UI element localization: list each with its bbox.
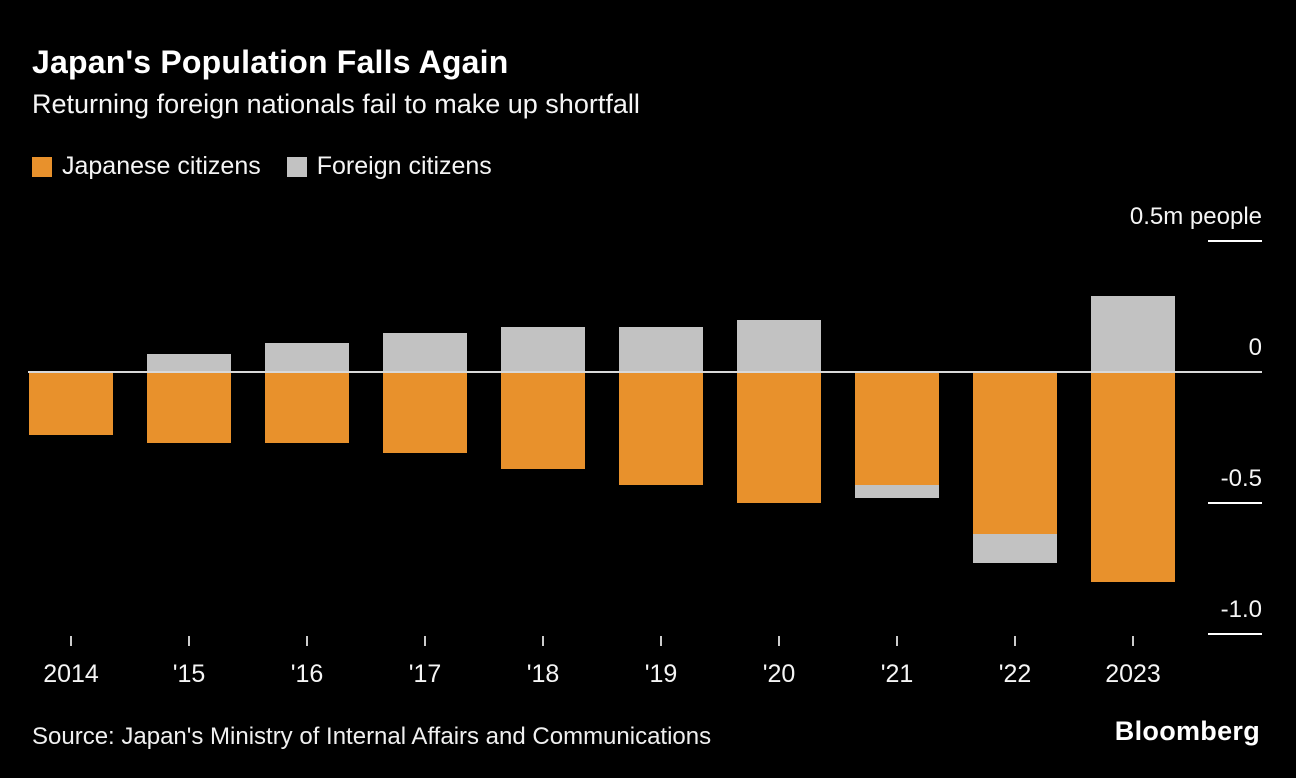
- y-axis-tick-line: [1208, 502, 1262, 504]
- x-axis-tick-21: [896, 636, 898, 646]
- x-axis-label-2014: 2014: [43, 660, 99, 688]
- bar-foreign-2023: [1091, 296, 1175, 372]
- x-axis-tick-22: [1014, 636, 1016, 646]
- bar-japanese-22: [973, 372, 1057, 535]
- x-axis-tick-18: [542, 636, 544, 646]
- x-axis-label-19: '19: [644, 660, 678, 688]
- legend-item-japanese-citizens: Japanese citizens: [32, 152, 261, 181]
- legend-swatch-japanese-citizens: [32, 156, 52, 177]
- x-axis-tick-17: [424, 636, 426, 646]
- x-axis-label-20: '20: [762, 660, 796, 688]
- bar-japanese-21: [855, 372, 939, 485]
- y-axis-tick-line: [1208, 633, 1262, 635]
- y-axis-label: 0.5m people: [1129, 203, 1262, 230]
- bar-foreign-16: [265, 343, 349, 372]
- legend-item-foreign-citizens: Foreign citizens: [286, 152, 492, 181]
- x-axis-tick-20: [778, 636, 780, 646]
- bar-foreign-21: [855, 484, 939, 498]
- y-axis-label: -1.0: [1220, 596, 1262, 623]
- x-axis-tick-2023: [1132, 636, 1134, 646]
- legend-label-japanese-citizens: Japanese citizens: [62, 152, 261, 180]
- x-axis-label-21: '21: [880, 660, 914, 688]
- bar-japanese-16: [265, 372, 349, 443]
- source-note: Source: Japan's Ministry of Internal Aff…: [32, 723, 712, 750]
- bar-foreign-20: [737, 319, 821, 372]
- bar-japanese-2014: [29, 372, 113, 435]
- bar-japanese-18: [501, 372, 585, 469]
- x-axis-tick-16: [306, 636, 308, 646]
- bar-japanese-19: [619, 372, 703, 485]
- x-axis-label-2023: 2023: [1105, 660, 1161, 688]
- x-axis-label-16: '16: [290, 660, 324, 688]
- bar-foreign-18: [501, 327, 585, 372]
- legend-swatch-foreign-citizens: [286, 156, 307, 177]
- x-axis-label-22: '22: [998, 660, 1032, 688]
- x-axis-tick-2014: [70, 636, 72, 646]
- legend: Japanese citizens Foreign citizens: [32, 152, 492, 181]
- x-axis-label-15: '15: [172, 660, 206, 688]
- bar-foreign-17: [383, 332, 467, 372]
- chart-subtitle: Returning foreign nationals fail to make…: [32, 89, 640, 119]
- bloomberg-logo: Bloomberg: [1114, 716, 1260, 746]
- y-axis-tick-line: [1208, 240, 1262, 242]
- x-axis-label-18: '18: [526, 660, 560, 688]
- bar-foreign-19: [619, 327, 703, 372]
- y-axis-label: 0: [1248, 334, 1262, 361]
- x-axis-tick-15: [188, 636, 190, 646]
- legend-label-foreign-citizens: Foreign citizens: [316, 152, 492, 180]
- bar-japanese-2023: [1091, 372, 1175, 582]
- bar-foreign-15: [147, 353, 231, 372]
- zero-line: [28, 371, 1262, 373]
- bar-foreign-22: [973, 534, 1057, 564]
- x-axis-label-17: '17: [408, 660, 442, 688]
- y-axis-label: -0.5: [1220, 465, 1262, 492]
- chart-title: Japan's Population Falls Again: [32, 44, 509, 80]
- bar-japanese-17: [383, 372, 467, 454]
- bar-japanese-20: [737, 372, 821, 503]
- bar-japanese-15: [147, 372, 231, 443]
- x-axis-tick-19: [660, 636, 662, 646]
